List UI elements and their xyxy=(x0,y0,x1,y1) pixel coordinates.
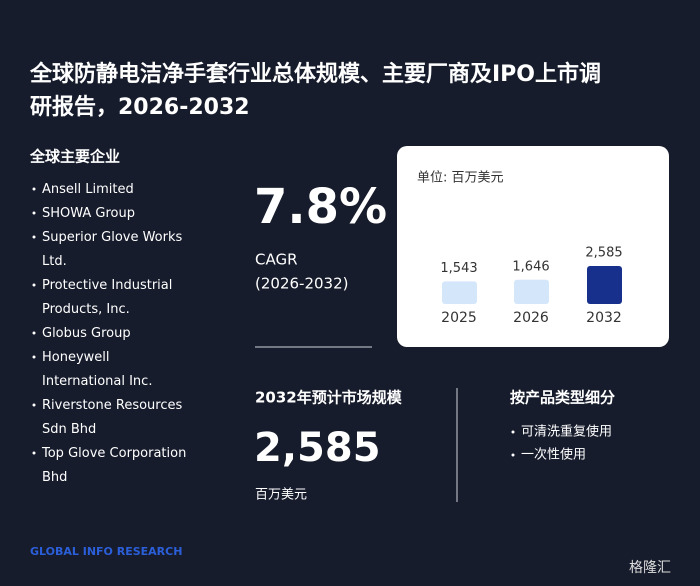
company-list: Ansell Limited SHOWA Group Superior Glove … xyxy=(32,182,186,485)
market-heading: 2032年预计市场规模 xyxy=(255,389,403,407)
company-line: Ltd. xyxy=(42,254,67,269)
company-line: Top Glove Corporation xyxy=(41,446,186,461)
bullet xyxy=(32,187,36,191)
company-line: International Inc. xyxy=(42,374,152,389)
bullet xyxy=(32,331,36,335)
bar-chart: 1,543 2025 1,646 2026 2,585 2032 xyxy=(440,246,622,327)
segments-heading: 按产品类型细分 xyxy=(510,389,615,407)
bullet xyxy=(32,451,36,455)
bullet xyxy=(32,283,36,287)
logo: GLOBAL INFO RESEARCH xyxy=(30,545,182,558)
bullet xyxy=(32,211,36,215)
company-line: Sdn Bhd xyxy=(42,422,96,437)
cagr-value: 7.8% xyxy=(254,179,387,235)
bar xyxy=(587,266,622,304)
company: Superior Glove Works Ltd. xyxy=(42,230,183,269)
market-value: 2,585 xyxy=(254,425,381,471)
bar xyxy=(442,281,477,304)
bar xyxy=(514,279,549,304)
bullet xyxy=(511,453,515,457)
company: Ansell Limited xyxy=(42,182,134,197)
title: 全球防静电洁净手套行业总体规模、主要厂商及IPO上市调 xyxy=(29,61,601,87)
company-line: Products, Inc. xyxy=(42,302,130,317)
company-line: Bhd xyxy=(42,470,67,485)
company-line: Superior Glove Works xyxy=(42,230,183,245)
bullet xyxy=(32,403,36,407)
company: Globus Group xyxy=(42,326,131,341)
company-line: Riverstone Resources xyxy=(42,398,182,413)
cagr-period: (2026-2032) xyxy=(255,275,348,293)
company-line: Ansell Limited xyxy=(42,182,134,197)
value-label: 2,585 xyxy=(585,246,622,261)
x-tick-label: 2025 xyxy=(441,310,477,326)
bullet xyxy=(32,355,36,359)
market-unit: 百万美元 xyxy=(255,488,307,503)
company-line: Protective Industrial xyxy=(42,278,172,293)
value-label: 1,543 xyxy=(440,261,477,276)
bullet xyxy=(511,430,515,434)
bullet xyxy=(32,235,36,239)
chart-subtitle: 单位: 百万美元 xyxy=(417,171,504,186)
x-tick-label: 2026 xyxy=(513,310,549,326)
cagr-label: CAGR xyxy=(255,251,298,269)
value-label: 1,646 xyxy=(512,259,549,274)
company: Riverstone Resources Sdn Bhd xyxy=(42,398,182,437)
company-line: SHOWA Group xyxy=(42,206,135,221)
company: Protective Industrial Products, Inc. xyxy=(42,278,172,317)
watermark: 格隆汇 xyxy=(629,560,671,576)
company: Top Glove Corporation Bhd xyxy=(41,446,186,485)
company-line: Honeywell xyxy=(42,350,110,365)
segment: 可清洗重复使用 xyxy=(521,424,612,440)
title: 研报告，2026-2032 xyxy=(30,95,250,120)
segment: 一次性使用 xyxy=(521,447,586,463)
company: Honeywell International Inc. xyxy=(42,350,152,389)
company-line: Globus Group xyxy=(42,326,131,341)
companies-heading: 全球主要企业 xyxy=(29,148,120,166)
x-tick-label: 2032 xyxy=(586,310,622,326)
company: SHOWA Group xyxy=(42,206,135,221)
